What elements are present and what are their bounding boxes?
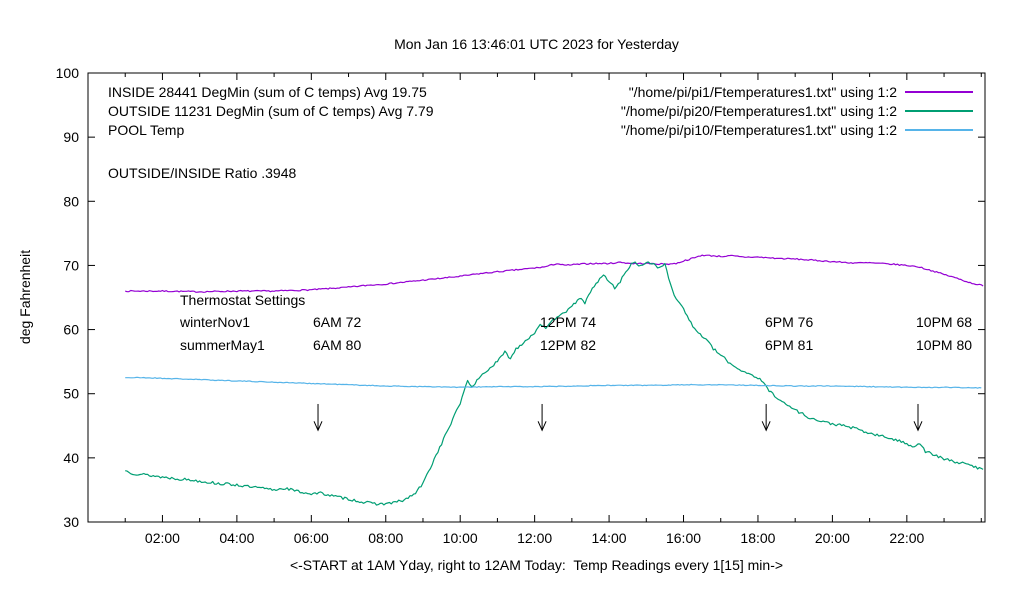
thermostat-setting: 12PM 82 (540, 337, 597, 353)
thermostat-setting: 10PM 80 (916, 337, 973, 353)
setpoint-arrowhead (313, 421, 323, 432)
thermostat-row-summer: summerMay1 6AM 80 12PM 82 6PM 81 10PM 80 (0, 337, 1020, 355)
legend-row-outside: OUTSIDE 11231 DegMin (sum of C temps) Av… (0, 103, 1020, 121)
y-tick-label: 80 (63, 193, 79, 209)
legend-label-outside: OUTSIDE 11231 DegMin (sum of C temps) Av… (108, 103, 434, 119)
legend-file-pool: "/home/pi/pi10/Ftemperatures1.txt" using… (620, 122, 897, 138)
setpoint-arrowhead (537, 421, 547, 432)
legend-file-inside: "/home/pi/pi1/Ftemperatures1.txt" using … (628, 84, 897, 100)
ratio-label: OUTSIDE/INSIDE Ratio .3948 (108, 165, 297, 181)
thermostat-setting: 6PM 76 (765, 314, 814, 330)
x-tick-label: 06:00 (294, 530, 329, 546)
series-line-pool (125, 376, 982, 389)
y-tick-label: 90 (63, 129, 79, 145)
legend-row-inside: INSIDE 28441 DegMin (sum of C temps) Avg… (0, 84, 1020, 102)
x-tick-label: 10:00 (443, 530, 478, 546)
thermostat-row-name: winterNov1 (180, 314, 251, 330)
plot-border (87, 72, 986, 523)
thermostat-setting: 12PM 74 (540, 314, 597, 330)
series-line-inside (125, 254, 984, 293)
setpoint-arrowhead (761, 421, 771, 432)
thermostat-setting: 6AM 72 (313, 314, 362, 330)
thermostat-row-winter: winterNov1 6AM 72 12PM 74 6PM 76 10PM 68 (0, 314, 1020, 332)
legend-file-outside: "/home/pi/pi20/Ftemperatures1.txt" using… (620, 103, 897, 119)
y-tick-label: 100 (56, 65, 80, 81)
x-axis-label: <-START at 1AM Yday, right to 12AM Today… (289, 557, 784, 573)
x-tick-label: 12:00 (517, 530, 552, 546)
x-tick-label: 20:00 (815, 530, 850, 546)
y-tick-label: 70 (63, 257, 79, 273)
thermostat-setting: 6PM 81 (765, 337, 814, 353)
x-tick-label: 02:00 (145, 530, 180, 546)
legend-label-pool: POOL Temp (108, 122, 185, 138)
x-tick-label: 04:00 (219, 530, 254, 546)
x-tick-label: 22:00 (889, 530, 924, 546)
series-line-outside (125, 261, 984, 506)
thermostat-heading: Thermostat Settings (180, 292, 306, 308)
legend-label-inside: INSIDE 28441 DegMin (sum of C temps) Avg… (108, 84, 427, 100)
x-tick-label: 14:00 (592, 530, 627, 546)
x-tick-label: 18:00 (740, 530, 775, 546)
legend-row-pool: POOL Temp "/home/pi/pi10/Ftemperatures1.… (0, 122, 1020, 140)
setpoint-arrowhead (913, 421, 923, 432)
y-tick-label: 50 (63, 386, 79, 402)
y-tick-label: 60 (63, 322, 79, 338)
thermostat-row-name: summerMay1 (180, 337, 265, 353)
legend-line-sample-outside (905, 110, 973, 112)
legend-line-sample-inside (905, 91, 973, 93)
legend-line-sample-pool (905, 129, 973, 131)
x-tick-label: 16:00 (666, 530, 701, 546)
thermostat-setting: 10PM 68 (916, 314, 973, 330)
y-tick-label: 40 (63, 450, 79, 466)
chart-title: Mon Jan 16 13:46:01 UTC 2023 for Yesterd… (394, 36, 679, 52)
x-tick-label: 08:00 (368, 530, 403, 546)
y-tick-label: 30 (63, 514, 79, 530)
thermostat-setting: 6AM 80 (313, 337, 362, 353)
